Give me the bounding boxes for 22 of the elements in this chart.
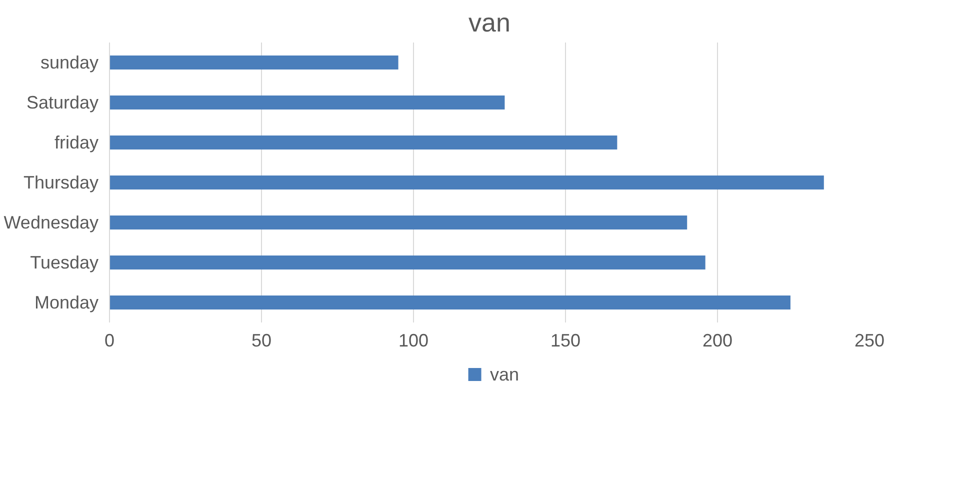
bar	[110, 96, 505, 110]
bar	[110, 176, 824, 190]
legend-label: van	[490, 364, 520, 384]
y-tick-label: Tuesday	[30, 252, 99, 272]
x-tick-label: 100	[398, 330, 429, 350]
bar	[110, 216, 688, 230]
chart-title: van	[468, 8, 510, 38]
x-tick-label: 50	[251, 330, 272, 350]
y-tick-label: Thursday	[23, 172, 99, 192]
y-tick-label: friday	[54, 132, 98, 152]
x-tick-label: 250	[854, 330, 885, 350]
bar	[110, 136, 618, 150]
y-tick-label: Monday	[34, 292, 99, 312]
bar	[110, 296, 790, 310]
x-tick-label: 0	[104, 330, 115, 350]
x-tick-label: 150	[550, 330, 581, 350]
y-tick-label: Wednesday	[4, 212, 99, 232]
y-tick-label: Saturday	[26, 92, 99, 112]
y-tick-label: sunday	[40, 52, 99, 72]
x-tick-label: 200	[702, 330, 733, 350]
bar	[110, 256, 706, 270]
bar	[110, 56, 398, 70]
